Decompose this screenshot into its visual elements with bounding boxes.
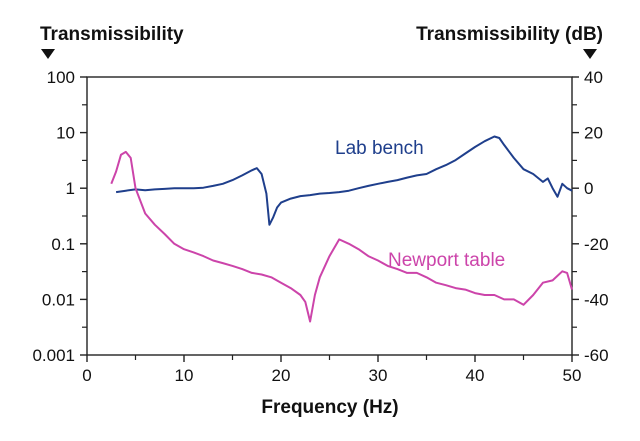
series-line-lab-bench (115, 135, 573, 226)
y-right-axis-arrow (583, 49, 597, 59)
y-left-axis-title: Transmissibility (40, 24, 184, 45)
x-tick-label: 40 (466, 366, 485, 385)
y-left-axis-arrow (41, 49, 55, 59)
y-right-tick-label: 20 (584, 124, 603, 143)
x-tick-label: 20 (272, 366, 291, 385)
x-axis-title: Frequency (Hz) (261, 397, 398, 418)
y-right-tick-label: 40 (584, 68, 603, 87)
y-left-tick-label: 100 (47, 68, 75, 87)
series-label: Newport table (388, 250, 505, 271)
x-tick-label: 30 (369, 366, 388, 385)
x-tick-label: 10 (175, 366, 194, 385)
x-tick-label: 50 (563, 366, 582, 385)
y-left-tick-label: 0.001 (32, 346, 75, 365)
series-line-newport-table (110, 150, 573, 323)
y-left-tick-label: 0.1 (51, 235, 75, 254)
y-right-tick-label: 0 (584, 179, 593, 198)
y-right-tick-label: -40 (584, 290, 609, 309)
y-left-tick-label: 1 (66, 179, 75, 198)
y-left-tick-label: 10 (56, 124, 75, 143)
y-left-tick-label: 0.01 (42, 290, 75, 309)
series-label: Lab bench (335, 138, 424, 159)
y-right-tick-label: -60 (584, 346, 609, 365)
y-right-axis-title: Transmissibility (dB) (416, 24, 603, 45)
plot-frame (86, 76, 573, 356)
y-right-tick-label: -20 (584, 235, 609, 254)
x-tick-label: 0 (82, 366, 91, 385)
